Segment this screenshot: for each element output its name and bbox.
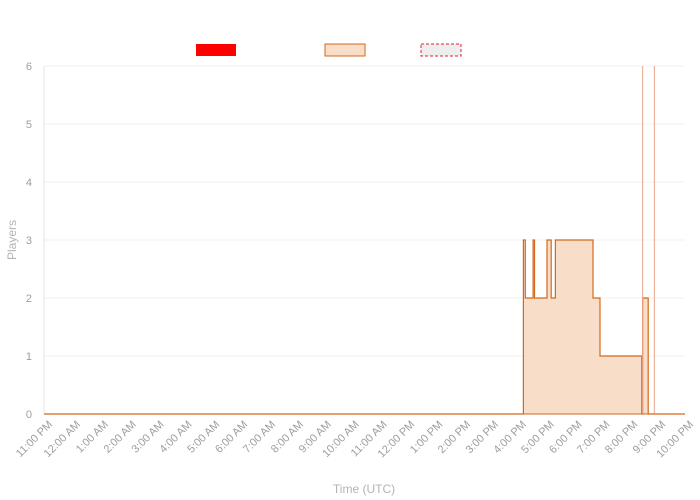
- y-axis-ticks: 0 1 2 3 4 5 6: [26, 61, 32, 421]
- y-tick-label: 1: [26, 351, 32, 363]
- axes: [43, 66, 685, 415]
- y-axis-title: Players: [5, 220, 19, 260]
- legend-swatch-orange-area: [324, 43, 366, 57]
- series-layer: [44, 239, 685, 415]
- legend-swatch-dashed: [420, 43, 462, 57]
- y-tick-label: 0: [26, 409, 32, 421]
- y-tick-label: 2: [26, 293, 32, 305]
- y-tick-label: 6: [26, 61, 32, 73]
- vertical-markers: [642, 66, 655, 414]
- legend: [196, 43, 462, 57]
- series-area: [44, 240, 685, 414]
- legend-swatch-solid-red: [196, 44, 236, 56]
- y-tick-label: 5: [26, 119, 32, 131]
- y-tick-label: 4: [26, 177, 32, 189]
- y-tick-label: 3: [26, 235, 32, 247]
- x-axis-title: Time (UTC): [333, 482, 395, 496]
